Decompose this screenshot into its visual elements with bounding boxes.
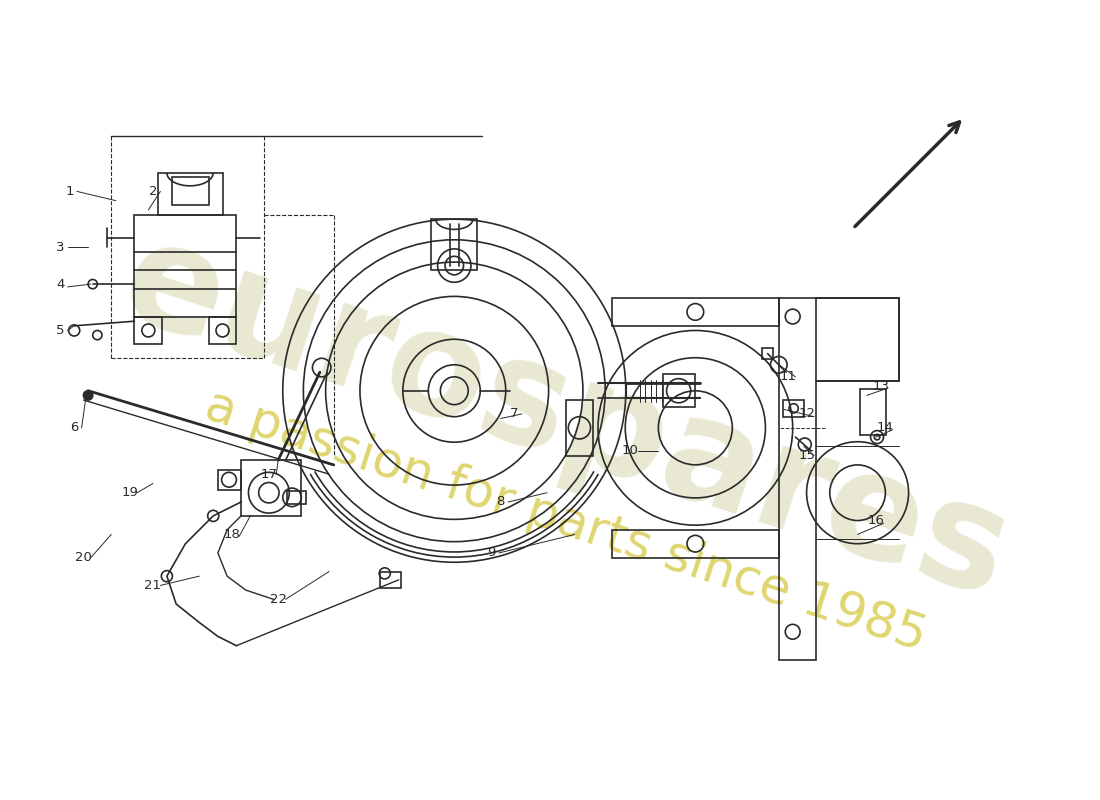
Bar [381,571,400,588]
Text: 3: 3 [56,241,65,254]
Bar [241,460,301,516]
Text: 1: 1 [65,185,74,198]
Text: 7: 7 [510,407,519,421]
Text: 9: 9 [487,546,496,559]
Bar [783,400,804,417]
Text: 18: 18 [223,528,240,541]
Bar [762,348,773,359]
Text: a passion for parts since 1985: a passion for parts since 1985 [199,381,933,660]
Text: 14: 14 [877,422,894,434]
Text: 21: 21 [144,579,162,592]
Bar [860,389,887,435]
Text: 11: 11 [780,370,796,383]
Bar [218,470,241,490]
Text: 16: 16 [868,514,884,527]
Text: 6: 6 [70,422,78,434]
Bar [663,374,695,407]
Text: 10: 10 [621,445,639,458]
Text: 17: 17 [261,468,277,481]
Bar [431,219,477,270]
Text: 20: 20 [75,551,92,564]
Circle shape [84,390,92,400]
Text: 4: 4 [56,278,65,290]
Text: 2: 2 [148,185,157,198]
Text: 8: 8 [496,495,505,509]
Text: 13: 13 [872,379,889,393]
Text: 12: 12 [799,407,815,421]
Text: 15: 15 [799,449,815,462]
Bar [287,491,306,504]
Text: 19: 19 [121,486,139,499]
Text: eurospares: eurospares [106,209,1026,628]
Bar [172,178,209,206]
Text: 22: 22 [270,593,287,606]
Bar [816,298,900,382]
Text: 5: 5 [56,324,65,337]
